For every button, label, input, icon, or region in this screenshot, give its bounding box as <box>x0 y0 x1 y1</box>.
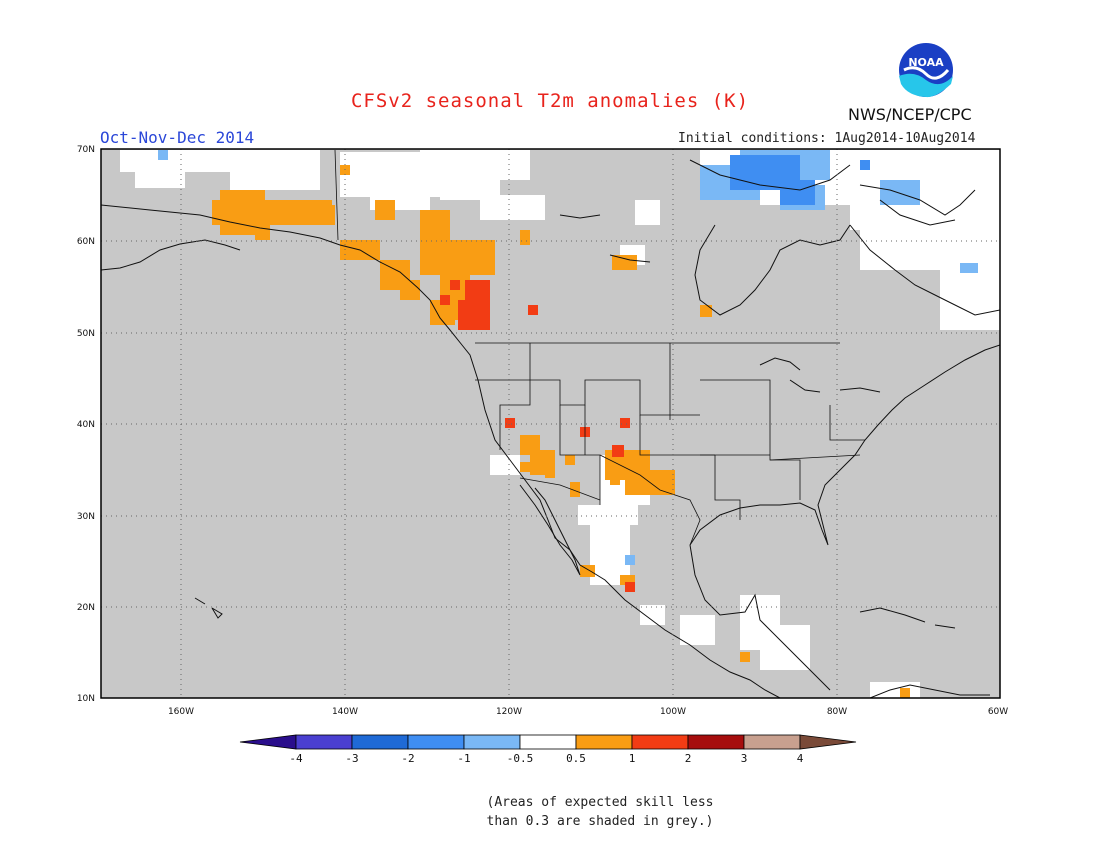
colorbar-tick-label: 2 <box>685 752 692 765</box>
colorbar-swatch <box>687 734 745 750</box>
colorbar-swatch <box>575 734 633 750</box>
map-background <box>101 149 1000 698</box>
footnote: (Areas of expected skill less than 0.3 a… <box>470 793 730 831</box>
lat-label-30n: 30N <box>77 512 95 522</box>
colorbar-swatch <box>631 734 689 750</box>
lat-label-70n: 70N <box>77 145 95 155</box>
logo-text: NOAA <box>908 56 944 69</box>
season-label: Oct-Nov-Dec 2014 <box>100 128 255 147</box>
colorbar-tick-label: -1 <box>457 752 470 765</box>
colorbar-tick-label: 0.5 <box>566 752 586 765</box>
colorbar-tick-label: -3 <box>345 752 358 765</box>
colorbar-tick-label: -0.5 <box>507 752 534 765</box>
colorbar-swatch <box>463 734 521 750</box>
lat-label-60n: 60N <box>77 237 95 247</box>
lon-label-60w: 60W <box>988 707 1008 717</box>
initial-conditions-label: Initial conditions: 1Aug2014-10Aug2014 <box>678 131 976 146</box>
map-frame <box>100 148 1001 699</box>
lon-label-100w: 100W <box>660 707 686 717</box>
coastlines <box>101 159 1000 698</box>
footnote-line-2: than 0.3 are shaded in grey.) <box>486 814 714 829</box>
colorbar-arrow-high <box>799 734 857 750</box>
footnote-line-1: (Areas of expected skill less <box>486 795 714 810</box>
agency-label: NWS/NCEP/CPC <box>848 105 972 124</box>
colorbar: -4 -3 -2 -1 -0.5 0.5 1 2 3 4 <box>239 734 857 765</box>
lon-label-140w: 140W <box>332 707 358 717</box>
colorbar-swatch <box>351 734 409 750</box>
lat-label-20n: 20N <box>77 603 95 613</box>
colorbar-swatch <box>407 734 465 750</box>
colorbar-tick-label: -2 <box>401 752 414 765</box>
lon-label-160w: 160W <box>168 707 194 717</box>
lon-label-80w: 80W <box>827 707 847 717</box>
political-borders <box>334 149 865 546</box>
anomaly-shading <box>120 150 1000 698</box>
map-title: CFSv2 seasonal T2m anomalies (K) <box>350 90 750 112</box>
lon-label-120w: 120W <box>496 707 522 717</box>
noaa-logo: NOAA <box>897 41 955 99</box>
colorbar-tick-label: -4 <box>289 752 303 765</box>
colorbar-swatch <box>743 734 801 750</box>
colorbar-tick-label: 3 <box>741 752 748 765</box>
longitude-labels: 160W 140W 120W 100W 80W 60W <box>168 707 1008 717</box>
colorbar-swatch <box>519 734 577 750</box>
lat-label-10n: 10N <box>77 694 95 704</box>
colorbar-arrow-low <box>239 734 297 750</box>
lat-label-50n: 50N <box>77 329 95 339</box>
colorbar-swatch <box>295 734 353 750</box>
lat-label-40n: 40N <box>77 420 95 430</box>
colorbar-tick-label: 4 <box>797 752 804 765</box>
latitude-labels: 70N 60N 50N 40N 30N 20N 10N <box>77 145 95 704</box>
colorbar-tick-label: 1 <box>629 752 636 765</box>
